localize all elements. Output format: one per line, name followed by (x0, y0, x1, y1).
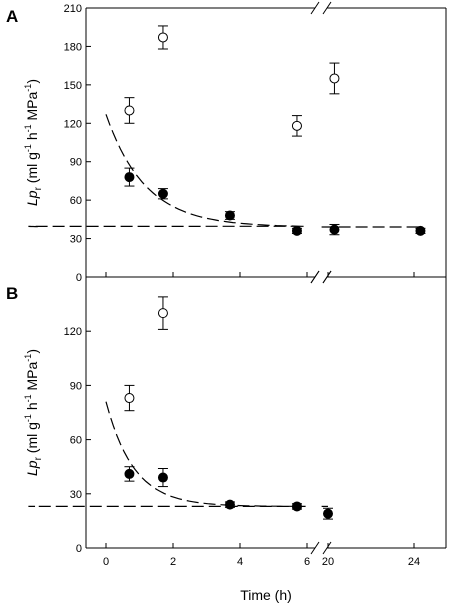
panel-letter: A (6, 7, 18, 26)
filled-data-point (415, 225, 426, 236)
x-tick-label: 0 (103, 556, 109, 568)
open-data-point (291, 120, 302, 131)
filled-data-point (124, 468, 135, 479)
x-tick-label: 4 (237, 556, 243, 568)
y-axis-label-part: ) (24, 79, 40, 84)
x-tick-label: 20 (322, 556, 334, 568)
filled-data-point (224, 499, 235, 510)
y-axis-label-part: (ml g (24, 152, 40, 187)
x-tick-label: 6 (304, 556, 310, 568)
filled-data-point (291, 225, 302, 236)
filled-data-point (157, 472, 168, 483)
y-axis-label-part: h (24, 402, 40, 414)
x-axis-label: Time (h) (240, 587, 292, 603)
y-tick-label: 30 (70, 489, 82, 501)
filled-data-point (329, 224, 340, 235)
y-axis-label-part: -1 (23, 394, 33, 402)
open-data-point (157, 32, 168, 43)
filled-data-point (124, 172, 135, 183)
y-tick-label: 0 (76, 543, 82, 555)
open-data-point (124, 105, 135, 116)
panel-letter: B (6, 284, 18, 303)
y-axis-label-part: MPa (24, 361, 40, 394)
axis-break-mark (310, 270, 320, 284)
y-axis-label-part: -1 (23, 84, 33, 92)
fit-curve-left (28, 114, 306, 228)
y-axis-label-part: -1 (23, 414, 33, 422)
y-axis-label-part: MPa (24, 91, 40, 124)
open-data-point (157, 308, 168, 319)
y-axis-label-part: (ml g (24, 422, 40, 457)
y-axis-label-part: Lp (24, 190, 40, 206)
axis-break-mark (322, 541, 332, 555)
axis-break-mark (310, 1, 320, 15)
x-tick-label: 24 (408, 556, 420, 568)
y-tick-label: 90 (70, 157, 82, 169)
y-axis-label-part: -1 (23, 124, 33, 132)
y-tick-label: 60 (70, 195, 82, 207)
fit-curve-left (28, 401, 306, 507)
y-axis-label-part: -1 (23, 144, 33, 152)
y-axis-label-part: r (33, 456, 44, 460)
axis-break-mark (322, 270, 332, 284)
y-tick-label: 180 (64, 41, 82, 53)
filled-data-point (323, 508, 333, 519)
y-tick-label: 210 (64, 3, 82, 15)
axis-break-mark (310, 541, 320, 555)
open-data-point (124, 393, 135, 404)
y-tick-label: 120 (64, 326, 82, 338)
filled-data-point (291, 501, 302, 512)
y-axis-label-part: -1 (23, 354, 33, 362)
y-axis-label-part: r (33, 186, 44, 190)
y-axis-label-part: ) (24, 349, 40, 354)
y-tick-label: 60 (70, 435, 82, 447)
y-axis-label-part: h (24, 132, 40, 144)
y-tick-label: 150 (64, 80, 82, 92)
y-axis-label: Lpr (ml g-1 h-1 MPa-1) (23, 79, 44, 206)
filled-data-point (224, 210, 235, 221)
y-axis-label-part: Lp (24, 460, 40, 476)
y-axis-label: Lpr (ml g-1 h-1 MPa-1) (23, 349, 44, 476)
axis-break-mark (322, 1, 332, 15)
open-data-point (329, 73, 340, 84)
filled-data-point (157, 188, 168, 199)
y-tick-label: 120 (64, 118, 82, 130)
y-tick-label: 90 (70, 380, 82, 392)
x-tick-label: 2 (170, 556, 176, 568)
y-tick-label: 0 (76, 272, 82, 284)
y-tick-label: 30 (70, 234, 82, 246)
